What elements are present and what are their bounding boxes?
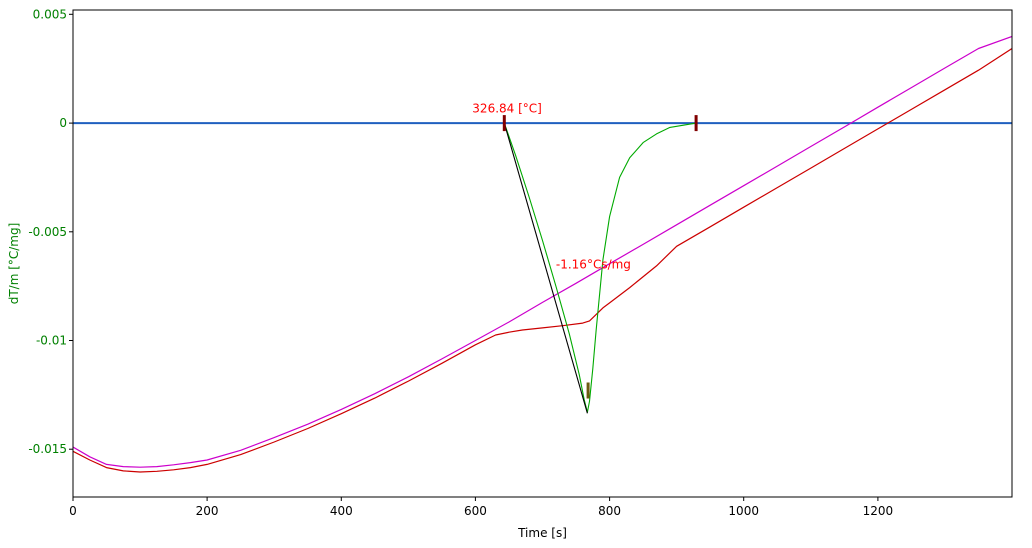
x-tick-label: 400 [330, 504, 353, 518]
series-line-measured [73, 47, 1012, 473]
y-tick-label: 0 [59, 116, 67, 130]
y-tick-label: -0.015 [28, 442, 67, 456]
x-tick-label: 800 [598, 504, 621, 518]
y-tick-label: 0.005 [33, 7, 67, 21]
x-tick-label: 600 [464, 504, 487, 518]
series-line-tangent [503, 122, 588, 414]
series-group [73, 35, 1012, 473]
x-tick-label: 1000 [728, 504, 759, 518]
annotation-label-2: -1.16°Cs/mg [556, 258, 631, 272]
x-tick-label: 0 [69, 504, 77, 518]
y-axis-title: dT/m [°C/mg] [7, 223, 21, 305]
x-axis-ticks: 0 200 400 600 800 1000 1200 [69, 497, 893, 518]
x-tick-label: 200 [196, 504, 219, 518]
peak-marker-2 [694, 115, 698, 132]
series-line-corrected [73, 35, 1012, 468]
series-line-peak [503, 122, 697, 413]
y-axis-ticks: 0.005 0 -0.005 -0.01 -0.015 [28, 7, 73, 456]
x-tick-label: 1200 [863, 504, 894, 518]
peak-marker-1 [502, 115, 506, 132]
y-tick-label: -0.005 [28, 225, 67, 239]
annotation-label-1: 326.84 [°C] [472, 102, 542, 116]
peak-marker-3 [586, 382, 590, 399]
y-tick-label: -0.01 [36, 334, 67, 348]
plot-area: 326.84 [°C] -1.16°Cs/mg [72, 9, 1013, 498]
plot-frame [72, 9, 1013, 498]
x-axis-title: Time [s] [517, 526, 567, 540]
